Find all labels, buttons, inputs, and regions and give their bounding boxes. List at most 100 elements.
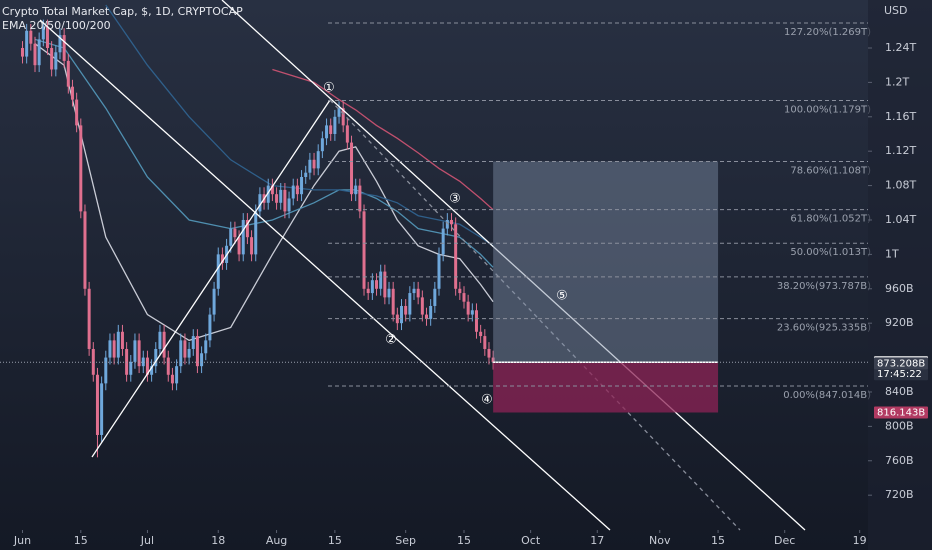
price-box xyxy=(874,357,928,370)
candle-body xyxy=(45,26,49,48)
y-tick-label: 720B xyxy=(885,488,914,501)
candle-body xyxy=(241,219,245,255)
candle-body xyxy=(187,348,191,358)
candle-body xyxy=(29,30,33,44)
candle-body xyxy=(54,52,58,70)
candle-body xyxy=(237,237,241,255)
candle-body xyxy=(95,374,99,435)
y-tick-label: 800B xyxy=(885,419,914,432)
candle-body xyxy=(345,125,349,143)
candle-body xyxy=(350,142,354,195)
candle-body xyxy=(416,288,420,298)
price-box xyxy=(874,368,928,381)
candle-body xyxy=(216,254,220,289)
candle-body xyxy=(162,331,166,358)
candle-body xyxy=(62,35,66,61)
x-tick-label: Dec xyxy=(774,534,795,547)
candle-body xyxy=(412,288,416,294)
stop-zone xyxy=(493,362,719,413)
y-tick-label: 1.08T xyxy=(885,179,916,192)
candle-body xyxy=(245,219,249,238)
candle-body xyxy=(166,357,170,375)
candle-body xyxy=(229,228,233,246)
candle-body xyxy=(404,305,408,315)
candle-body xyxy=(129,361,133,375)
drawings xyxy=(39,0,806,531)
ema-line xyxy=(272,68,494,211)
y-tick-label: 960B xyxy=(885,282,914,295)
candle-body xyxy=(304,172,308,177)
candle-body xyxy=(312,159,316,169)
candle-body xyxy=(70,86,74,100)
candle-body xyxy=(466,301,470,315)
candle-body xyxy=(437,254,441,289)
candle-body xyxy=(279,189,283,203)
candle-body xyxy=(50,47,54,70)
candle-body xyxy=(445,219,449,229)
candle-body xyxy=(300,176,304,195)
plot-area xyxy=(20,4,495,458)
wave-label: ③ xyxy=(449,192,461,207)
candle-body xyxy=(391,288,395,315)
channel-upper xyxy=(221,0,806,531)
candle-body xyxy=(145,357,149,375)
price-box-label: 873.208B xyxy=(877,358,925,369)
candle-body xyxy=(491,357,495,363)
candle-body xyxy=(320,138,324,152)
candle-body xyxy=(250,237,254,255)
y-tick-label: 1T xyxy=(885,247,899,260)
candle-body xyxy=(474,310,478,332)
candle-body xyxy=(383,271,387,298)
candle-body xyxy=(454,224,458,289)
candle-body xyxy=(87,288,91,349)
indicator-label: EMA 20/50/100/200 xyxy=(2,19,111,32)
candle-body xyxy=(133,340,137,362)
y-tick-label: 1.16T xyxy=(885,110,916,123)
x-tick-label: Jul xyxy=(140,534,154,547)
x-tick-label: 19 xyxy=(853,534,867,547)
candle-body xyxy=(337,108,341,117)
y-tick-label: 1.2T xyxy=(885,75,909,88)
candle-body xyxy=(200,353,204,367)
candle-body xyxy=(479,331,483,337)
x-tick-label: Aug xyxy=(266,534,287,547)
candle-body xyxy=(429,305,433,319)
fib-label: 127.20%(1.269T) xyxy=(784,27,871,38)
impulse-line xyxy=(91,99,331,458)
y-tick-label: 1.12T xyxy=(885,144,916,157)
candle-body xyxy=(283,189,287,212)
candle-body xyxy=(408,293,412,315)
candle-body xyxy=(258,194,262,212)
candle-body xyxy=(79,125,83,212)
candle-body xyxy=(366,288,370,294)
candle-body xyxy=(441,228,445,255)
candle-body xyxy=(179,340,183,367)
candle-body xyxy=(66,60,70,87)
candle-body xyxy=(75,99,79,126)
candle-body xyxy=(358,185,362,212)
candle-body xyxy=(370,280,374,294)
candle-body xyxy=(195,336,199,367)
candle-body xyxy=(295,185,299,195)
candle-body xyxy=(120,331,124,349)
candle-body xyxy=(375,280,379,289)
fib-label: 78.60%(1.108T) xyxy=(790,166,871,177)
candle-body xyxy=(220,254,224,263)
fib-label: 38.20%(973.787B) xyxy=(777,281,871,292)
candle-body xyxy=(116,331,120,358)
candle-body xyxy=(379,271,383,289)
candle-body xyxy=(154,348,158,367)
candle-body xyxy=(158,331,162,349)
candle-body xyxy=(204,340,208,354)
candle-body xyxy=(291,185,295,199)
candle-body xyxy=(425,314,429,319)
price-box xyxy=(874,406,928,419)
candle-body xyxy=(25,30,29,57)
candle-body xyxy=(108,340,112,358)
candle-body xyxy=(183,340,187,358)
wave-label: ① xyxy=(323,81,335,96)
candle-body xyxy=(83,211,87,289)
